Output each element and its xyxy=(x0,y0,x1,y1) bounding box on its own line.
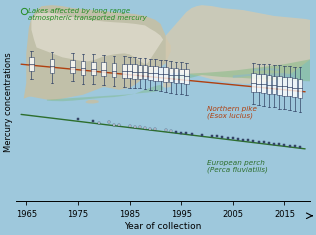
Polygon shape xyxy=(47,85,163,101)
Bar xyxy=(174,68,178,82)
Bar xyxy=(81,61,85,75)
Bar xyxy=(127,64,132,78)
Polygon shape xyxy=(24,5,171,100)
Bar xyxy=(256,74,261,92)
Polygon shape xyxy=(233,73,295,79)
Bar xyxy=(267,75,271,94)
Bar xyxy=(158,67,163,81)
Y-axis label: Mercury concentrations: Mercury concentrations xyxy=(4,53,13,153)
Polygon shape xyxy=(31,12,163,64)
Bar xyxy=(137,65,142,79)
Bar xyxy=(168,67,173,82)
Bar xyxy=(163,67,168,82)
Bar xyxy=(91,62,96,75)
Bar xyxy=(153,66,158,81)
Bar xyxy=(132,64,137,78)
Bar xyxy=(277,76,282,95)
Bar xyxy=(70,60,75,74)
Bar xyxy=(287,77,292,97)
Text: Lakes affected by long range
atmospheric transported mercury: Lakes affected by long range atmospheric… xyxy=(28,8,147,21)
Bar xyxy=(261,74,266,93)
Polygon shape xyxy=(86,100,99,104)
Bar xyxy=(143,65,147,79)
Bar xyxy=(184,69,189,83)
Bar xyxy=(282,77,287,96)
Bar xyxy=(298,78,302,98)
Bar xyxy=(293,78,297,97)
Polygon shape xyxy=(171,59,310,81)
Bar xyxy=(179,69,184,83)
Text: European perch
(Perca fluviatilis): European perch (Perca fluviatilis) xyxy=(207,160,268,173)
Bar xyxy=(272,76,276,94)
Text: Northern pike
(Esox lucius): Northern pike (Esox lucius) xyxy=(207,106,257,119)
Polygon shape xyxy=(163,5,310,88)
Bar xyxy=(148,66,153,80)
Bar xyxy=(122,64,127,78)
Bar xyxy=(251,74,256,92)
Polygon shape xyxy=(253,68,279,71)
Bar xyxy=(29,57,34,71)
Polygon shape xyxy=(99,89,171,104)
Bar xyxy=(101,62,106,76)
X-axis label: Year of collection: Year of collection xyxy=(125,222,202,231)
Bar xyxy=(50,59,54,73)
Bar xyxy=(112,63,116,77)
